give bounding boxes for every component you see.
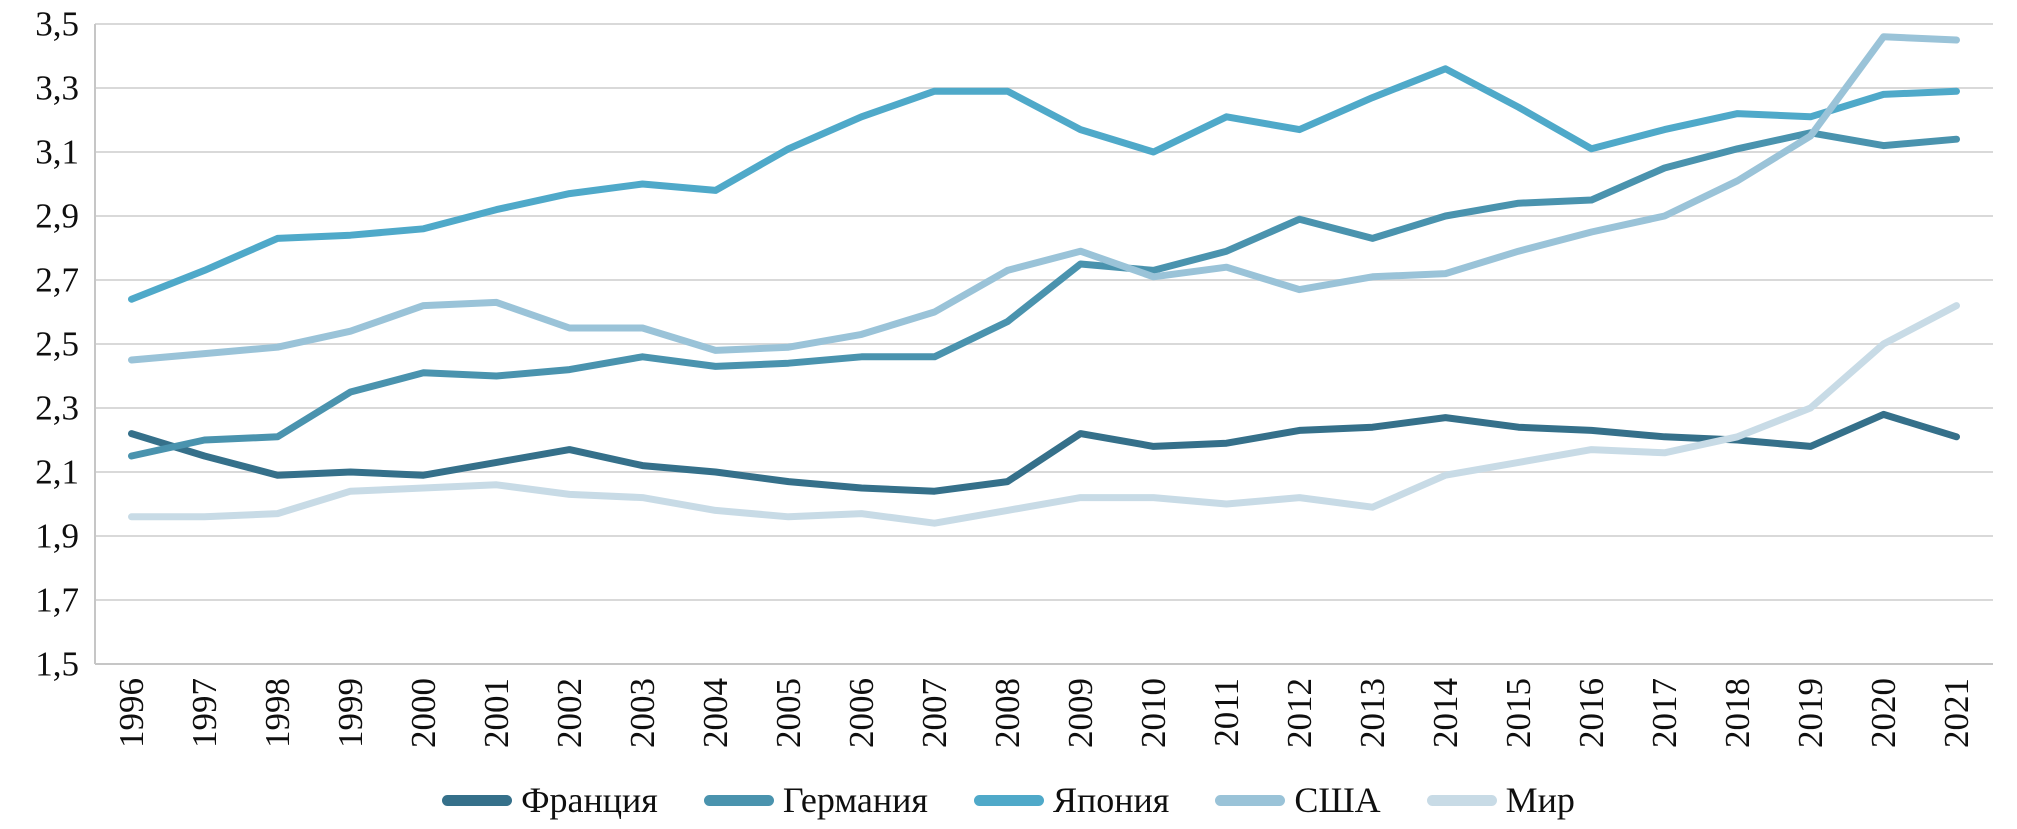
chart-legend: Франция Германия Япония США Мир — [0, 782, 2017, 818]
x-tick-label: 2010 — [1134, 678, 1173, 748]
x-tick-label: 2014 — [1426, 678, 1465, 748]
x-tick-label: 2011 — [1207, 678, 1246, 747]
x-tick-label: 2013 — [1353, 678, 1392, 748]
legend-label-usa: США — [1294, 780, 1381, 820]
x-tick-label: 1999 — [331, 678, 370, 748]
x-tick-label: 1997 — [185, 678, 224, 748]
x-tick-label: 2015 — [1499, 678, 1538, 748]
x-tick-label: 2017 — [1645, 678, 1684, 748]
y-tick-label: 3,5 — [35, 5, 79, 44]
x-tick-label: 2008 — [988, 678, 1027, 748]
x-tick-label: 2000 — [404, 678, 443, 748]
x-tick-label: 1996 — [112, 678, 151, 748]
y-tick-label: 1,7 — [35, 581, 79, 620]
legend-swatch-germany-icon — [703, 794, 774, 806]
y-tick-label: 2,7 — [35, 261, 79, 300]
legend-swatch-world-icon — [1426, 794, 1497, 806]
legend-label-world: Мир — [1505, 780, 1575, 820]
legend-item-japan: Япония — [973, 780, 1170, 820]
legend-swatch-france-icon — [442, 794, 513, 806]
legend-item-germany: Германия — [703, 780, 928, 820]
legend-swatch-usa-icon — [1215, 794, 1286, 806]
x-tick-label: 2003 — [623, 678, 662, 748]
x-tick-label: 2016 — [1572, 678, 1611, 748]
series-line-france — [128, 410, 1960, 495]
x-tick-label: 1998 — [258, 678, 297, 748]
y-tick-label: 1,5 — [35, 645, 79, 684]
y-tick-label: 3,3 — [35, 69, 79, 108]
x-tick-label: 2005 — [769, 678, 808, 748]
legend-item-world: Мир — [1426, 780, 1575, 820]
series-line-usa — [128, 33, 1960, 364]
series-line-japan — [128, 65, 1960, 303]
y-tick-label: 2,9 — [35, 197, 79, 236]
y-tick-label: 2,3 — [35, 389, 79, 428]
x-tick-label: 2007 — [915, 678, 954, 748]
x-tick-label: 2006 — [842, 678, 881, 748]
x-tick-label: 2009 — [1061, 678, 1100, 748]
legend-item-france: Франция — [442, 782, 658, 818]
y-tick-label: 3,1 — [35, 133, 79, 172]
legend-label-japan: Япония — [1052, 780, 1170, 820]
y-tick-label: 1,9 — [35, 517, 79, 556]
series-line-germany — [128, 129, 1960, 460]
x-tick-label: 2021 — [1937, 678, 1976, 748]
legend-swatch-japan-icon — [973, 794, 1044, 806]
series-line-world — [128, 302, 1960, 527]
x-tick-label: 2019 — [1791, 678, 1830, 748]
x-tick-label: 2002 — [550, 678, 589, 748]
x-tick-label: 2001 — [477, 678, 516, 748]
x-tick-label: 2004 — [696, 678, 735, 748]
legend-item-usa: США — [1215, 780, 1381, 820]
legend-label-france: Франция — [521, 780, 658, 820]
legend-label-germany: Германия — [782, 780, 928, 820]
y-tick-label: 2,5 — [35, 325, 79, 364]
x-tick-label: 2020 — [1864, 678, 1903, 748]
x-tick-label: 2012 — [1280, 678, 1319, 748]
x-tick-label: 2018 — [1718, 678, 1757, 748]
y-tick-label: 2,1 — [35, 453, 79, 492]
